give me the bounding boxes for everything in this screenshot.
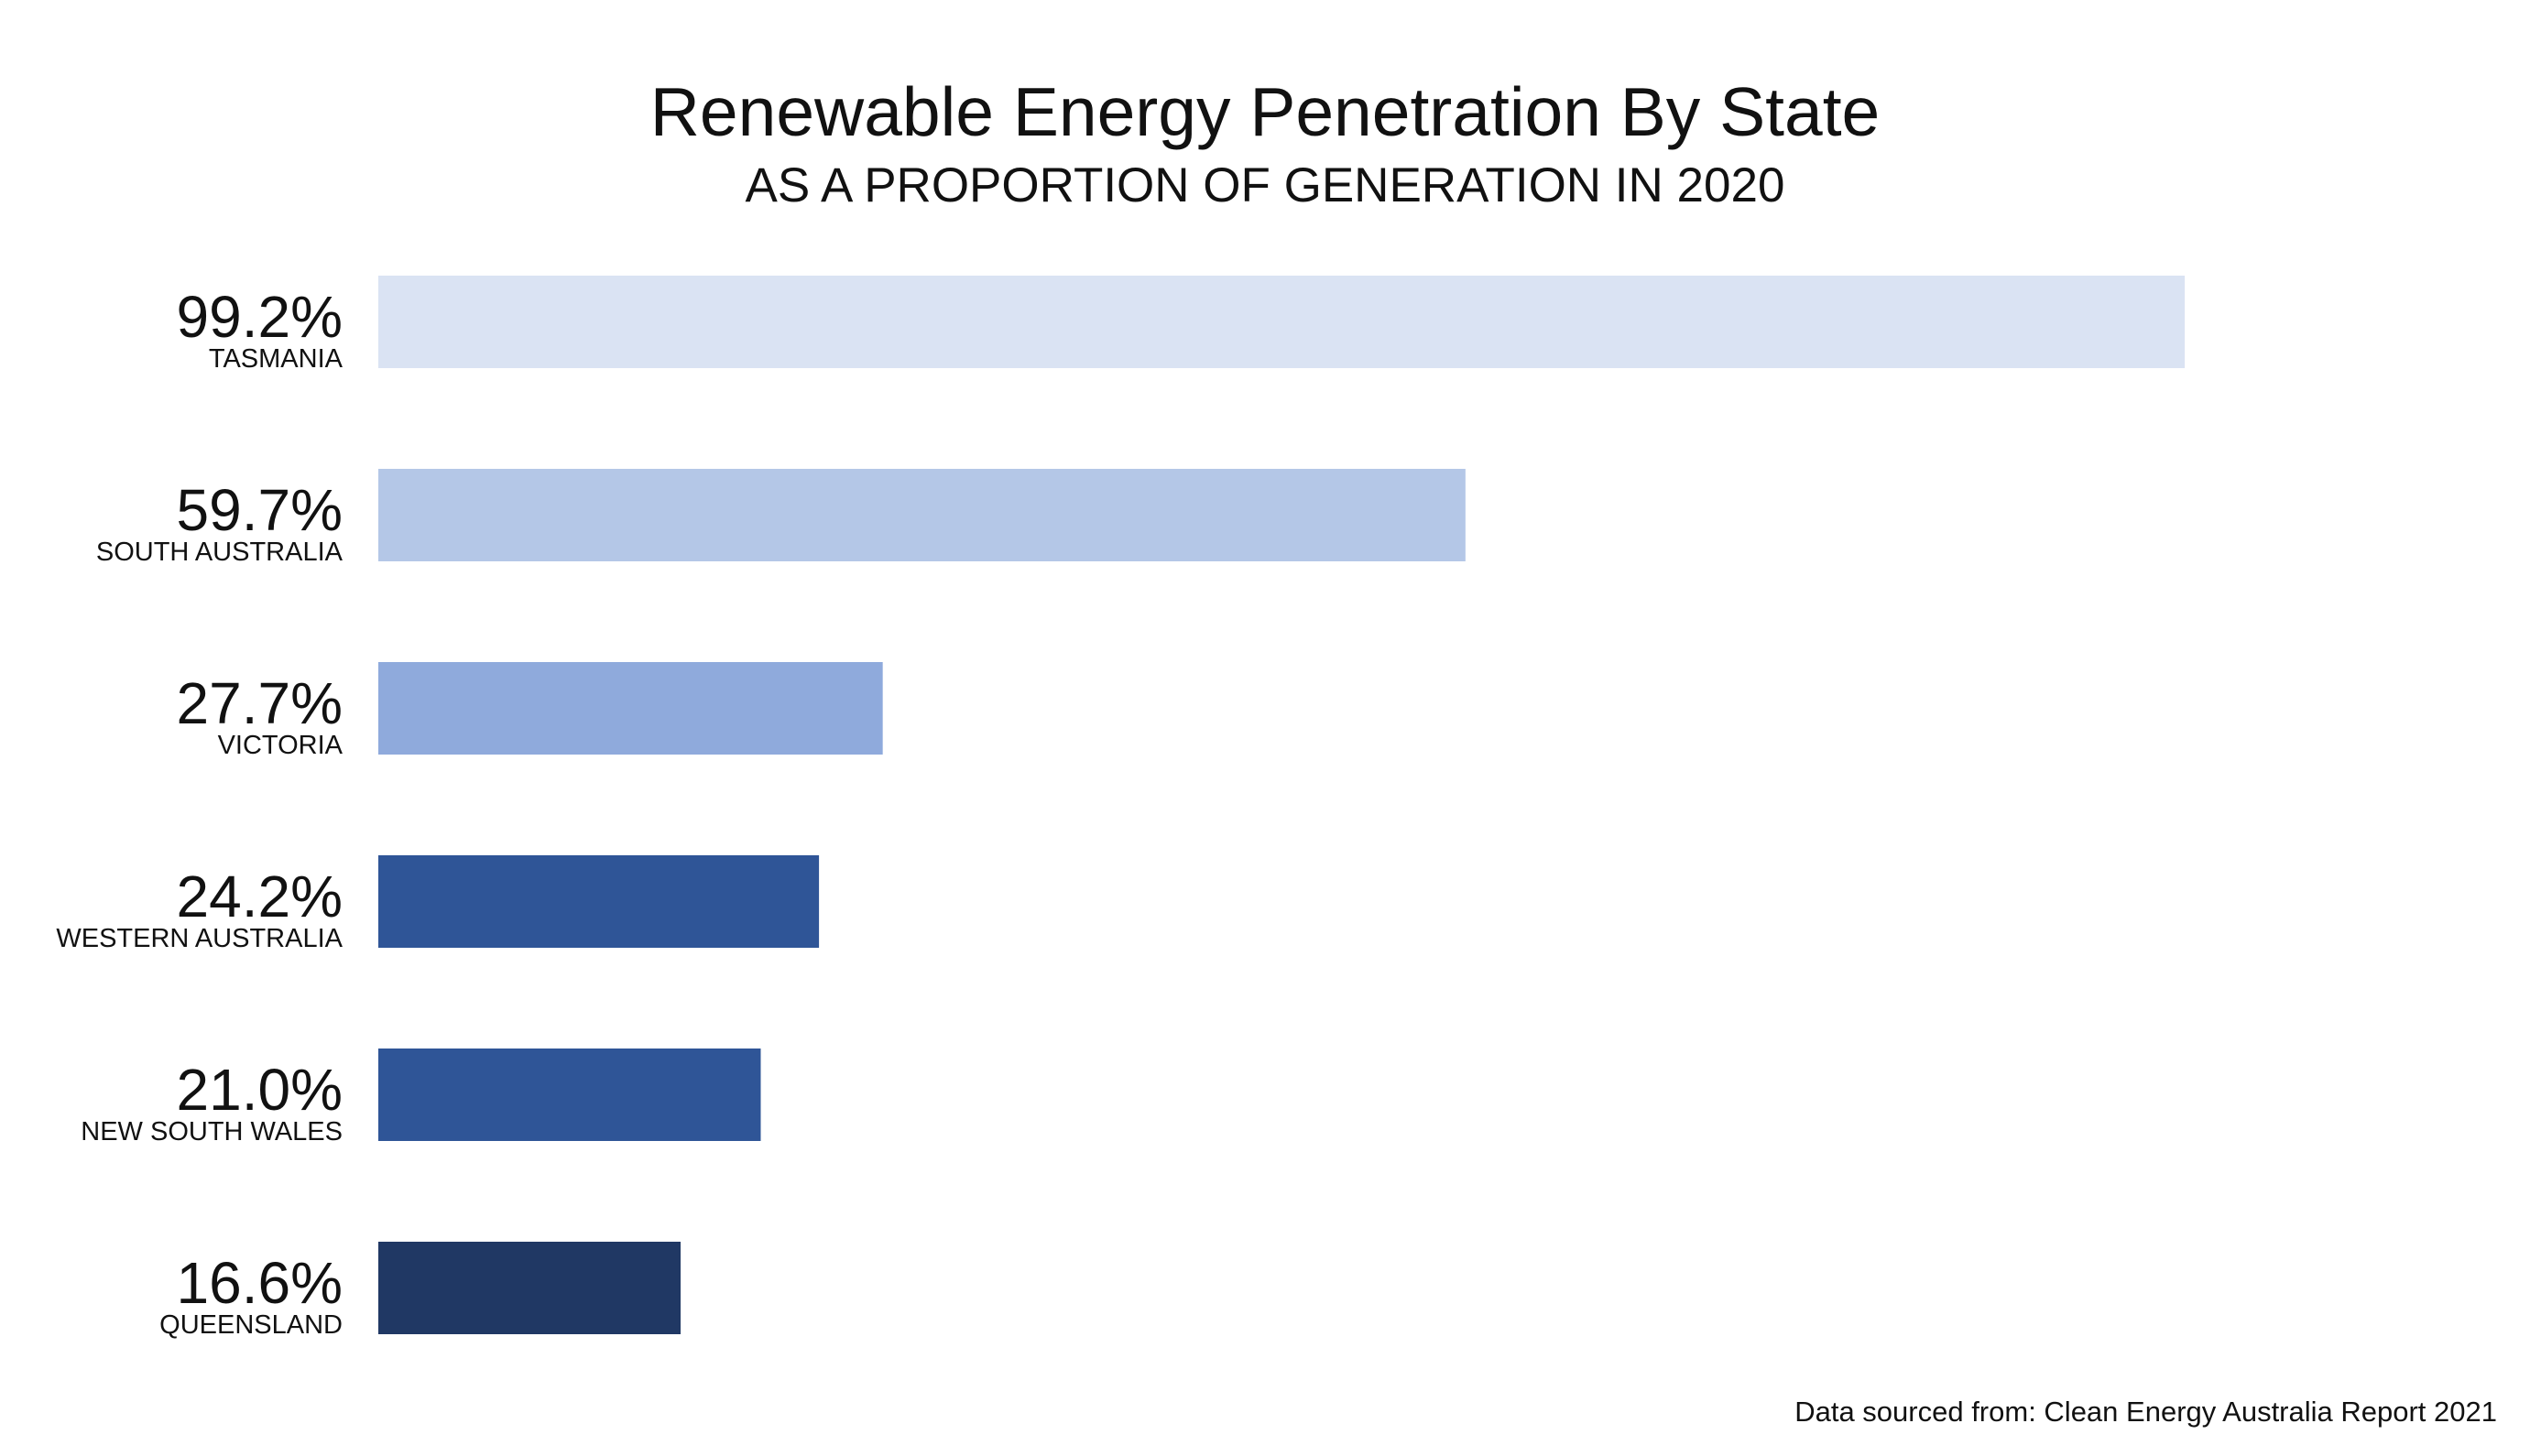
- bar-value-label: 99.2%: [177, 284, 343, 350]
- bar-queensland: [378, 1242, 682, 1334]
- bar-value-label: 21.0%: [177, 1057, 343, 1123]
- bar-value-label: 16.6%: [177, 1250, 343, 1316]
- chart-subtitle: AS A PROPORTION OF GENERATION IN 2020: [745, 158, 1785, 212]
- category-label: WESTERN AUSTRALIA: [56, 924, 343, 953]
- bar-value-label: 24.2%: [177, 864, 343, 929]
- source-note: Data sourced from: Clean Energy Australi…: [1794, 1396, 2497, 1428]
- chart-title: Renewable Energy Penetration By State: [649, 73, 1881, 150]
- bar-south-australia: [378, 469, 1466, 561]
- category-label: QUEENSLAND: [159, 1310, 343, 1340]
- category-label: NEW SOUTH WALES: [81, 1117, 343, 1146]
- category-label: TASMANIA: [209, 344, 344, 374]
- category-label: VICTORIA: [218, 731, 344, 760]
- bar-western-australia: [378, 855, 820, 948]
- category-label: SOUTH AUSTRALIA: [96, 538, 344, 567]
- bar-value-label: 59.7%: [177, 477, 343, 543]
- bar-tasmania: [378, 276, 2186, 368]
- bar-victoria: [378, 662, 883, 755]
- bar-new-south-wales: [378, 1049, 761, 1141]
- bar-value-label: 27.7%: [177, 670, 343, 736]
